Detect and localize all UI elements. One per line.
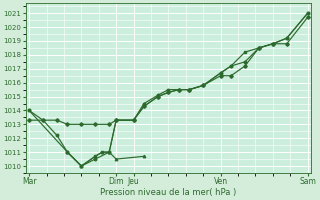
X-axis label: Pression niveau de la mer( hPa ): Pression niveau de la mer( hPa ) [100,188,236,197]
